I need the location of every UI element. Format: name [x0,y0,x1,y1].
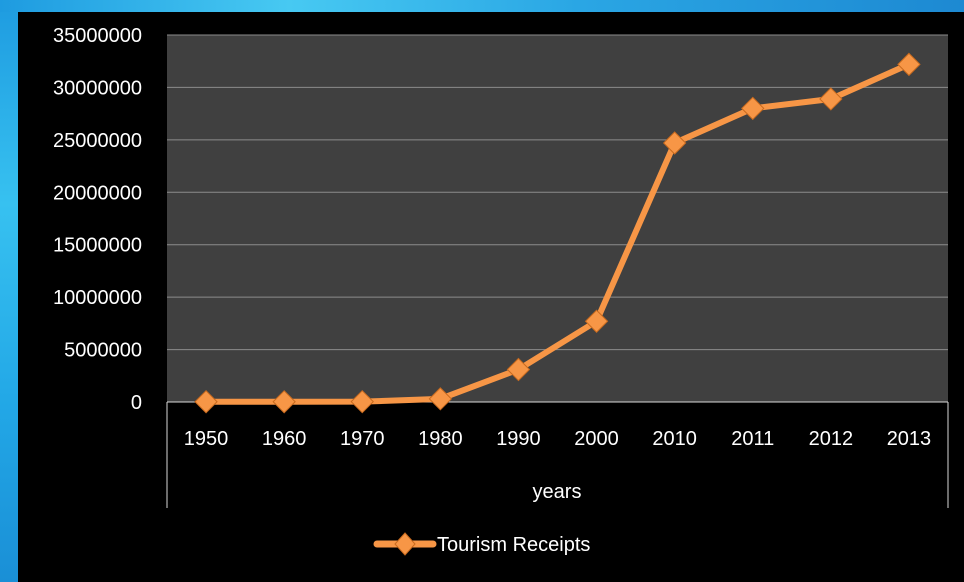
series-line [203,61,912,405]
x-tick-label: 1950 [184,428,229,450]
data-point-marker [350,389,374,414]
plot-area [167,35,948,402]
data-point-marker [897,52,921,77]
data-point-marker [506,357,531,382]
y-tick-label: 30000000 [53,77,142,99]
legend-label: Tourism Receipts [437,534,590,556]
legend: Tourism Receipts [373,532,590,556]
gridlines [167,34,948,351]
y-axis-ticks: 0 5000000 10000000 15000000 20000000 25000000… [53,25,142,414]
series-tourism-receipts [194,52,921,414]
x-tick-label: 1990 [496,428,541,450]
x-axis-title: years [533,481,582,503]
y-tick-label: 20000000 [53,182,142,204]
x-tick-label: 1970 [340,428,385,450]
data-point-marker [272,390,296,414]
x-tick-label: 2000 [574,428,619,450]
x-tick-label: 2011 [731,428,774,450]
x-tick-label: 1960 [262,428,307,450]
y-tick-label: 0 [131,392,142,414]
y-tick-label: 10000000 [53,287,142,309]
x-tick-label: 2012 [809,428,854,450]
data-point-marker [194,390,218,414]
y-tick-label: 35000000 [53,25,142,47]
legend-diamond-marker [394,532,416,556]
y-tick-label: 15000000 [53,235,142,257]
y-tick-label: 5000000 [64,340,142,362]
x-tick-label: 2010 [652,428,697,450]
slide-background-top-band [0,0,964,12]
data-point-marker [662,131,687,155]
data-point-marker [741,96,765,121]
y-tick-label: 25000000 [53,130,142,152]
slide-background-left-band [0,0,18,582]
data-point-marker [819,87,843,111]
data-point-marker [428,387,453,411]
data-point-marker [584,309,609,333]
x-tick-label: 2013 [887,428,932,450]
x-tick-label: 1980 [418,428,463,450]
